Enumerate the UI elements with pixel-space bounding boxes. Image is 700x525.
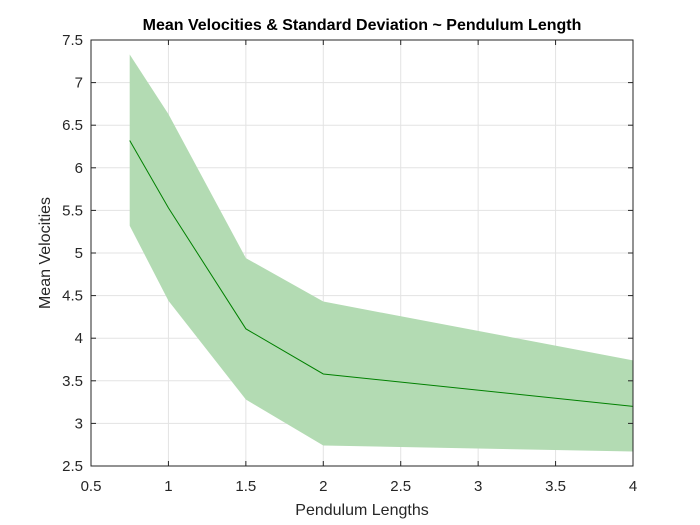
y-tick-label: 6	[75, 160, 83, 177]
chart-title: Mean Velocities & Standard Deviation ~ P…	[143, 17, 582, 34]
std-dev-band	[129, 54, 633, 452]
x-tick-label: 3.5	[545, 478, 566, 495]
x-tick-label: 0.5	[81, 478, 102, 495]
y-tick-label: 5	[75, 245, 83, 262]
y-axis-label: Mean Velocities	[37, 197, 54, 309]
std-dev-band-layer	[129, 54, 633, 452]
y-tick-label: 3	[75, 415, 83, 432]
x-tick-label: 2.5	[390, 478, 411, 495]
y-tick-label: 4.5	[62, 288, 83, 305]
x-tick-label: 2	[319, 478, 327, 495]
x-axis-label: Pendulum Lengths	[295, 502, 428, 519]
y-tick-label: 6.5	[62, 117, 83, 134]
x-tick-label: 1.5	[235, 478, 256, 495]
y-tick-label: 2.5	[62, 458, 83, 475]
x-tick-label: 4	[629, 478, 637, 495]
grid-layer	[90, 39, 634, 467]
y-tick-label: 3.5	[62, 373, 83, 390]
y-tick-label: 7	[75, 75, 83, 92]
y-tick-label: 5.5	[62, 202, 83, 219]
y-tick-label: 4	[75, 330, 83, 347]
x-tick-label: 3	[474, 478, 482, 495]
x-tick-label: 1	[164, 478, 172, 495]
y-tick-label: 7.5	[62, 32, 83, 49]
ticks-layer: 0.5 1 1.5 2 2.5 3 3.5 4 2.5 3 3.5 4 4.5 5 5.5 6 6.5 7 7.5	[62, 32, 637, 495]
